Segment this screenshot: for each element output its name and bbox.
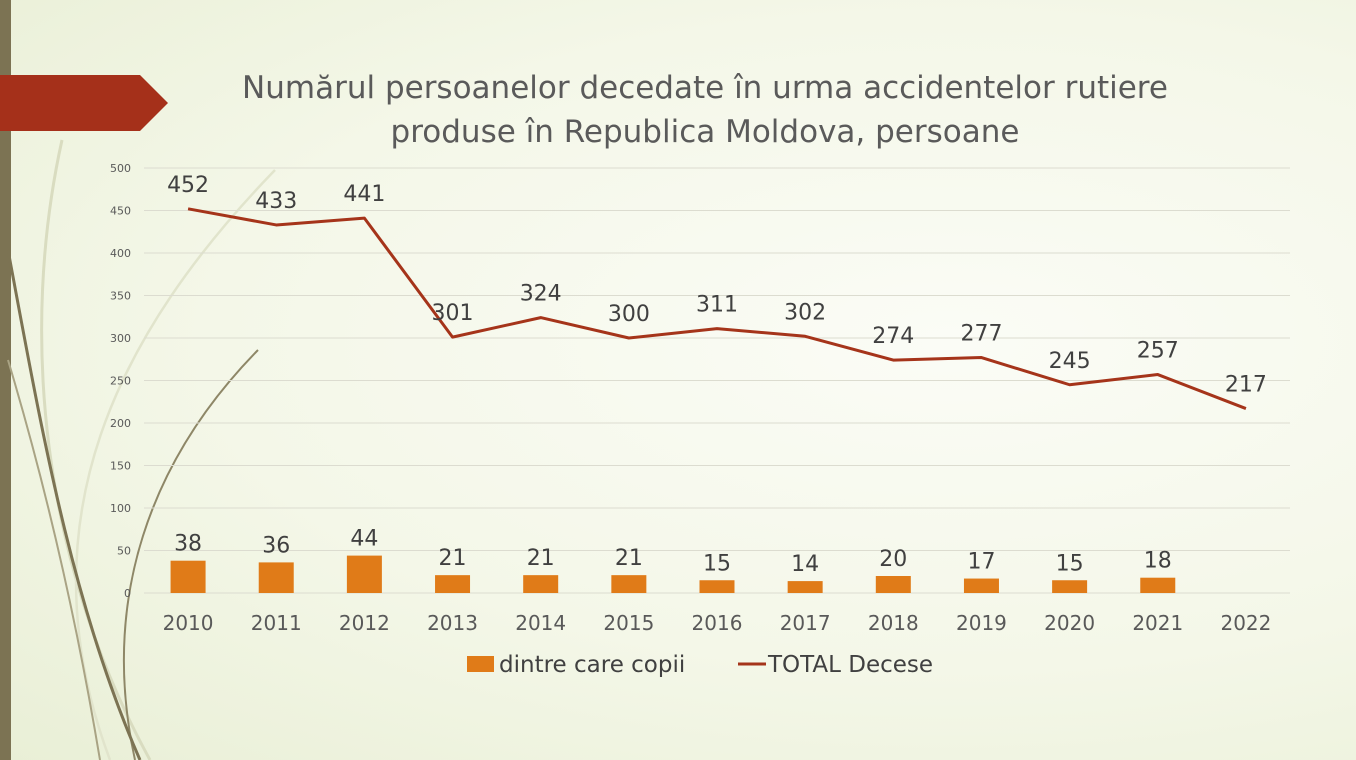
y-tick-label: 150 xyxy=(110,460,131,473)
bar xyxy=(435,575,471,593)
bar-data-label: 20 xyxy=(879,547,907,572)
bar-data-label: 15 xyxy=(1056,551,1084,576)
deco-curve-5 xyxy=(7,359,101,760)
bar xyxy=(963,578,999,593)
x-tick-label: 2019 xyxy=(956,611,1007,635)
y-tick-label: 250 xyxy=(110,375,131,388)
y-tick-label: 0 xyxy=(124,587,131,600)
line-data-label: 217 xyxy=(1225,373,1267,398)
legend-line-label: TOTAL Decese xyxy=(767,652,933,678)
line-data-label: 274 xyxy=(872,324,914,349)
x-tick-label: 2010 xyxy=(163,611,214,635)
total-line xyxy=(187,207,1247,410)
x-tick-label: 2013 xyxy=(427,611,478,635)
x-tick-label: 2022 xyxy=(1220,611,1271,635)
y-tick-label: 300 xyxy=(110,332,131,345)
x-tick-label: 2014 xyxy=(515,611,566,635)
bar-data-label: 21 xyxy=(615,546,643,571)
deco-curve-4 xyxy=(6,249,142,760)
line-data-label: 257 xyxy=(1137,339,1179,364)
left-accent-bar xyxy=(0,0,11,760)
bar xyxy=(1140,577,1176,593)
line-data-label: 324 xyxy=(520,282,562,307)
y-tick-label: 350 xyxy=(110,290,131,303)
line-data-label: 301 xyxy=(432,301,474,326)
x-tick-label: 2017 xyxy=(780,611,831,635)
deco-curve-3 xyxy=(122,349,259,760)
y-tick-label: 400 xyxy=(110,247,131,260)
line-data-label: 433 xyxy=(255,189,297,214)
x-tick-label: 2012 xyxy=(339,611,390,635)
bar-data-label: 38 xyxy=(174,532,202,557)
x-tick-label: 2020 xyxy=(1044,611,1095,635)
bar-data-label: 21 xyxy=(527,546,555,571)
line-data-label: 300 xyxy=(608,302,650,327)
bar xyxy=(170,560,206,593)
chart-title: Numărul persoanelor decedate în urma acc… xyxy=(242,70,1168,150)
title-arrow-marker xyxy=(0,75,168,131)
bar-data-label: 15 xyxy=(703,551,731,576)
bar-data-label: 36 xyxy=(262,533,290,558)
bar xyxy=(258,562,294,593)
bar xyxy=(699,580,735,593)
deco-curve-1 xyxy=(40,139,152,760)
bar-data-label: 18 xyxy=(1144,549,1172,574)
x-tick-label: 2016 xyxy=(692,611,743,635)
bar xyxy=(523,575,559,593)
line-data-label: 311 xyxy=(696,293,738,318)
legend-bar-swatch xyxy=(467,656,494,672)
x-tick-label: 2018 xyxy=(868,611,919,635)
bar xyxy=(611,575,647,593)
bar-data-label: 21 xyxy=(439,546,467,571)
x-tick-label: 2015 xyxy=(603,611,654,635)
bar xyxy=(1052,580,1088,593)
bar-data-label: 44 xyxy=(350,527,378,552)
line-data-label: 245 xyxy=(1049,349,1091,374)
bar-data-label: 17 xyxy=(967,550,995,575)
bar xyxy=(875,576,911,593)
y-tick-label: 450 xyxy=(110,205,131,218)
line-data-label: 441 xyxy=(343,182,385,207)
x-tick-label: 2021 xyxy=(1132,611,1183,635)
y-tick-label: 200 xyxy=(110,417,131,430)
line-data-label: 452 xyxy=(167,173,209,198)
y-tick-label: 100 xyxy=(110,502,131,515)
bar xyxy=(346,555,382,593)
line-data-label: 302 xyxy=(784,300,826,325)
bar xyxy=(787,581,823,593)
y-tick-label: 500 xyxy=(110,162,131,175)
bar-data-label: 14 xyxy=(791,552,819,577)
y-tick-label: 50 xyxy=(117,545,131,558)
line-data-label: 277 xyxy=(960,322,1002,347)
x-tick-label: 2011 xyxy=(251,611,302,635)
legend-bar-label: dintre care copii xyxy=(499,652,685,678)
